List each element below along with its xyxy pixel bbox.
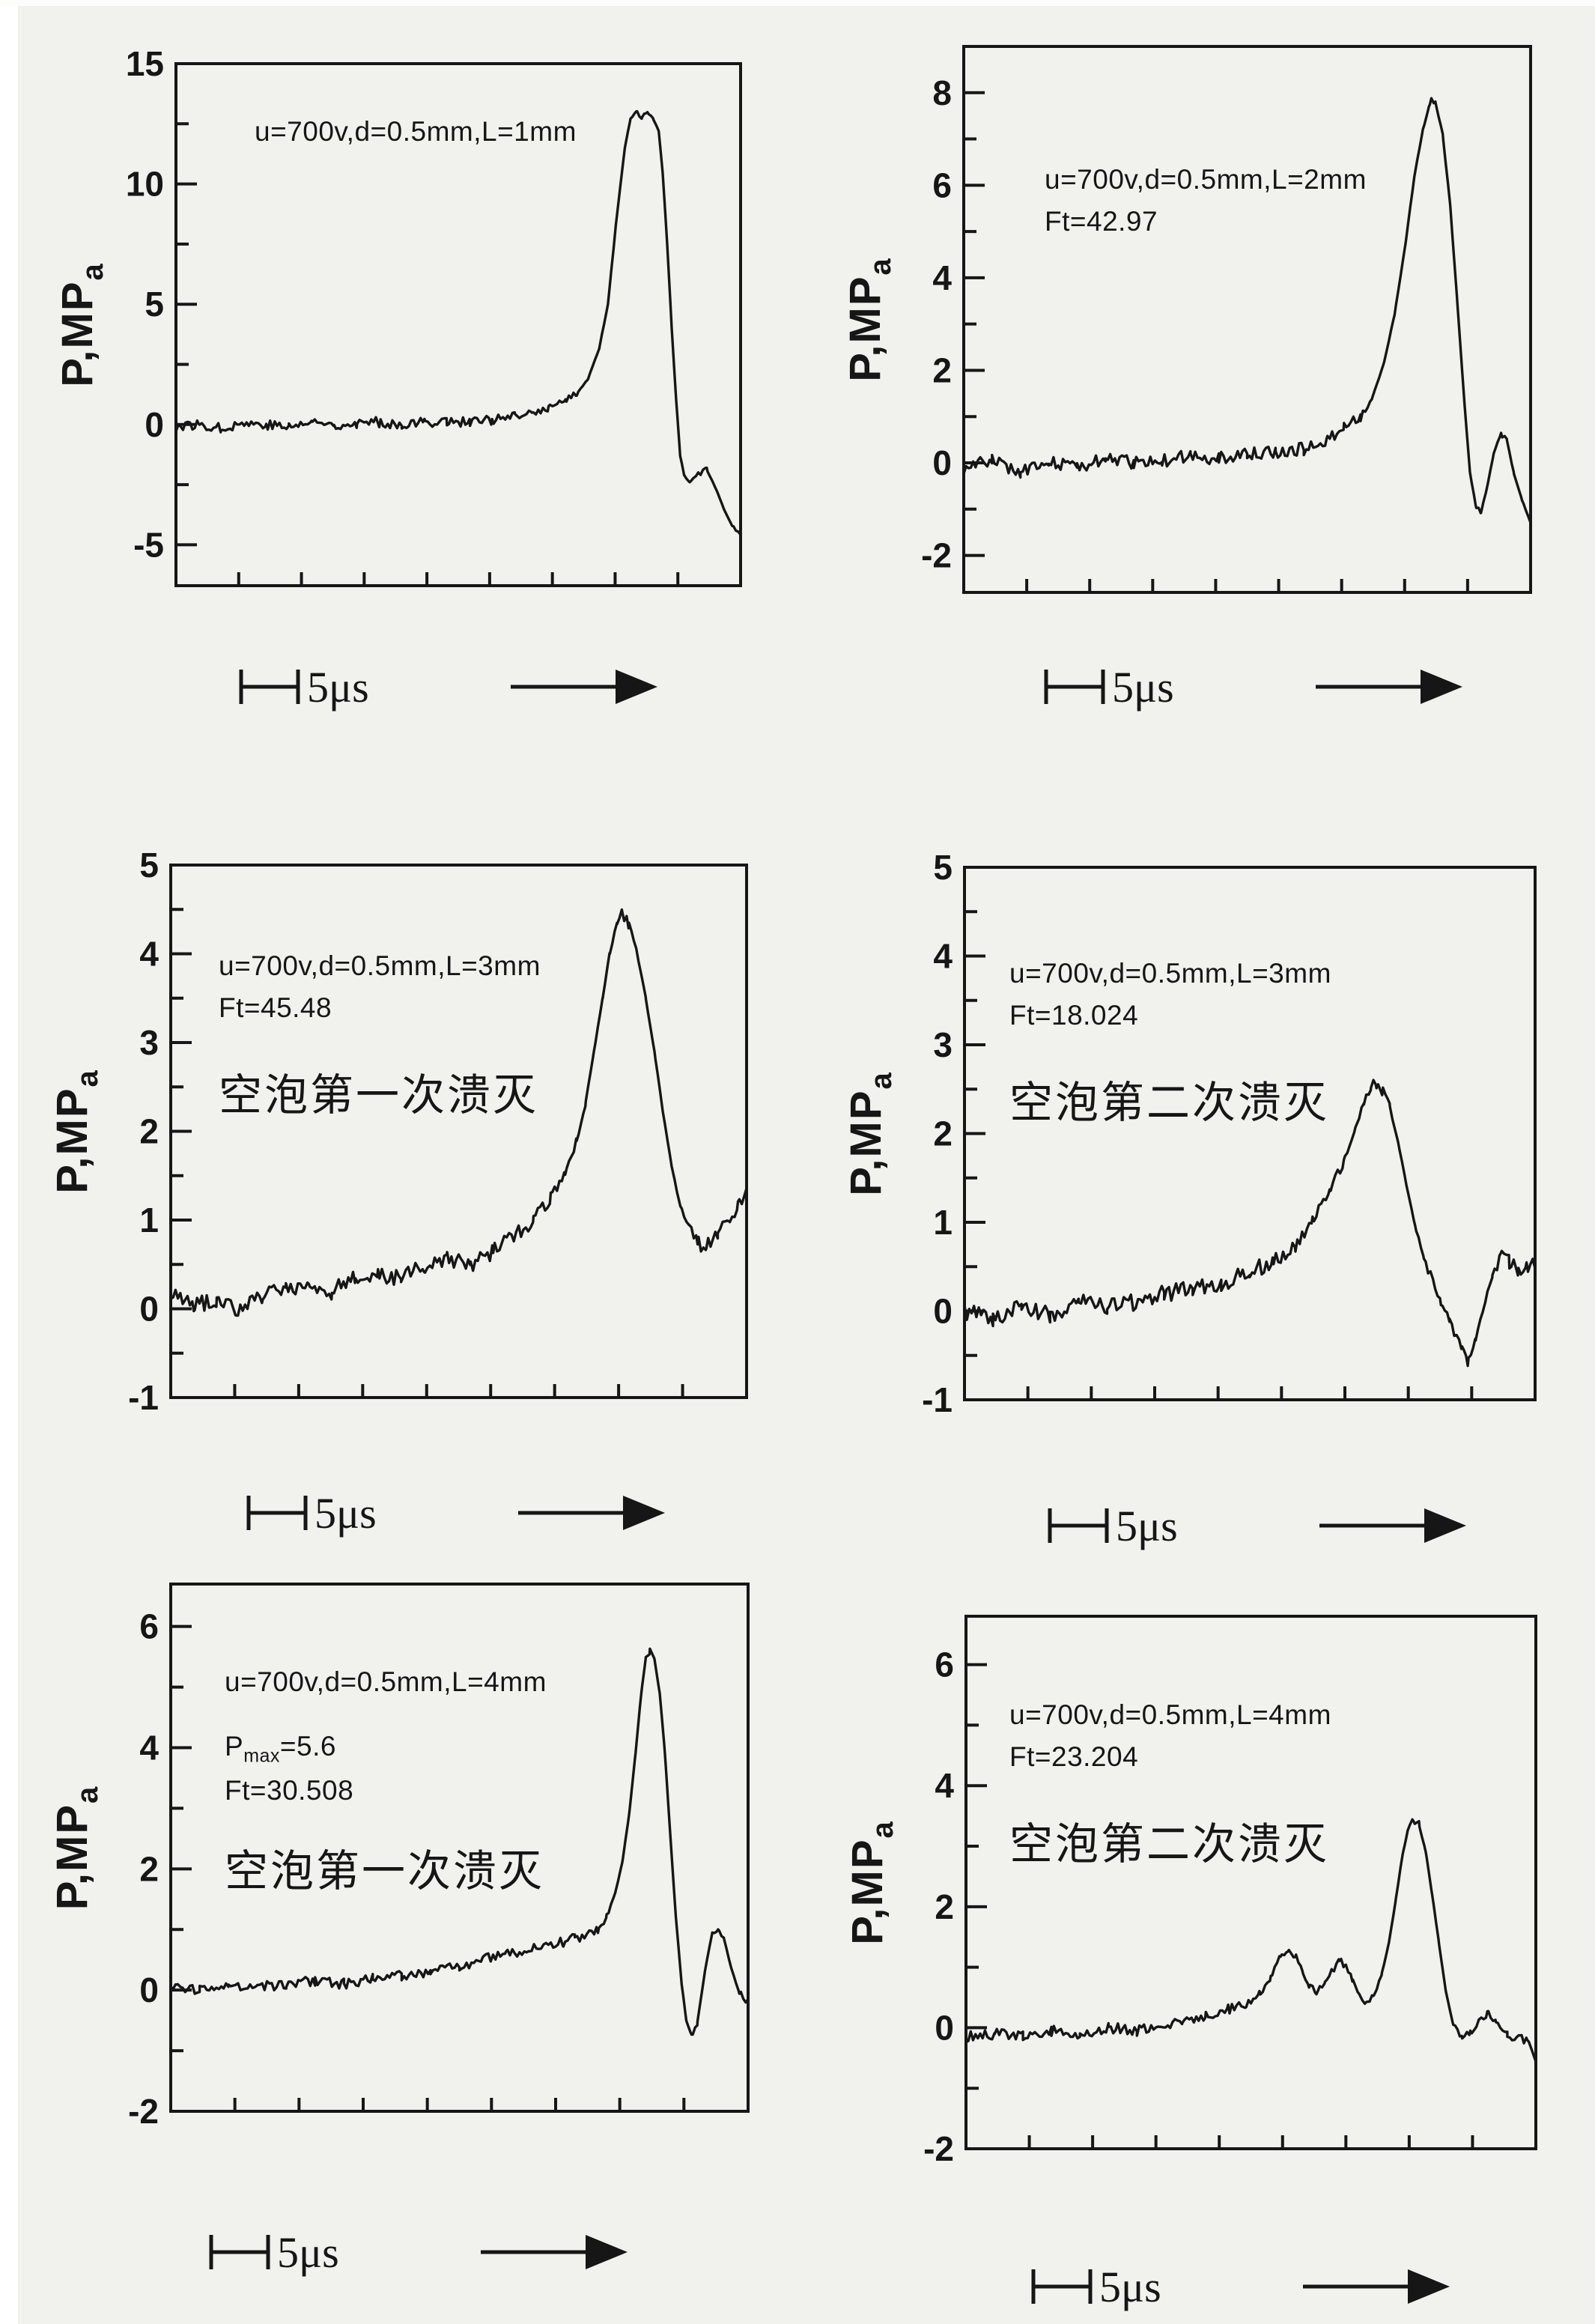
svg-text:-2: -2 [923,2129,954,2168]
svg-text:5: 5 [139,846,159,885]
scale-bar-icon [1048,1508,1109,1543]
svg-text:P,MPa: P,MPa [53,262,109,387]
svg-text:3: 3 [933,1025,953,1064]
annotation-ft: Ft=23.204 [1009,1741,1139,1772]
annotation-params: u=700v,d=0.5mm,L=4mm [1009,1699,1331,1730]
annotation-params: u=700v,d=0.5mm,L=2mm [1045,164,1367,195]
annotation-block-bl: u=700v,d=0.5mm,L=4mm Pmax=5.6 Ft=30.508 … [225,1661,547,1904]
annotation-collapse-label: 空泡第二次溃灭 [1009,1078,1330,1127]
svg-text:6: 6 [932,166,952,204]
time-direction-arrow-icon [1303,2269,1450,2304]
svg-text:1: 1 [933,1203,953,1242]
scale-bar-icon [1044,670,1105,704]
svg-text:-2: -2 [921,536,952,575]
svg-text:0: 0 [145,405,164,444]
plot-pressure-L1mm: 15 10 5 0 -5 P,MPa [53,44,742,587]
annotation-block-mr: u=700v,d=0.5mm,L=3mm Ft=18.024 空泡第二次溃灭 [1009,953,1331,1135]
svg-text:4: 4 [932,258,952,297]
svg-text:8: 8 [932,73,952,112]
pmax-symbol: P [225,1730,244,1762]
svg-text:1: 1 [139,1201,159,1240]
time-scale-group: 5μs [1031,2263,1450,2311]
annotation-ft: Ft=18.024 [1009,999,1139,1031]
svg-text:2: 2 [932,351,952,389]
time-scale-label: 5μs [1099,2263,1161,2311]
svg-text:4: 4 [139,935,159,974]
annotation-block-tl: u=700v,d=0.5mm,L=1mm [255,111,577,153]
time-direction-arrow-icon [1316,670,1462,704]
time-scale-group: 5μs [239,663,657,712]
annotation-ft: Ft=42.97 [1045,205,1158,237]
svg-text:4: 4 [139,1728,159,1767]
annotation-collapse-label: 空泡第二次溃灭 [1009,1820,1330,1869]
svg-text:0: 0 [933,1292,953,1331]
svg-text:15: 15 [126,44,164,83]
svg-text:-2: -2 [128,2092,159,2131]
svg-text:2: 2 [139,1849,159,1888]
svg-text:-1: -1 [128,1378,159,1417]
time-scale-label: 5μs [1112,663,1174,712]
svg-text:2: 2 [935,1887,954,1926]
time-direction-arrow-icon [518,1496,665,1530]
time-direction-arrow-icon [511,670,657,704]
annotation-block-ml: u=700v,d=0.5mm,L=3mm Ft=45.48 空泡第一次溃灭 [219,945,541,1128]
svg-text:6: 6 [139,1607,159,1646]
svg-text:-1: -1 [922,1380,953,1419]
svg-text:2: 2 [933,1114,953,1153]
svg-text:0: 0 [139,1290,159,1329]
scale-bar-icon [239,670,300,704]
annotation-ft: Ft=45.48 [219,992,332,1023]
plot-pressure-L4mm-second-collapse: 6 4 2 0 -2 P,MPa [843,1615,1537,2168]
annotation-block-tr: u=700v,d=0.5mm,L=2mm Ft=42.97 [1045,159,1367,242]
svg-text:4: 4 [933,937,953,976]
plot-pressure-L4mm-first-collapse: 6 4 2 0 -2 P,MPa [48,1583,750,2131]
pmax-subscript: max [243,1744,280,1766]
svg-text:10: 10 [126,165,164,204]
svg-text:-5: -5 [133,525,164,564]
svg-text:P,MPa: P,MPa [48,1069,104,1194]
svg-text:P,MPa: P,MPa [843,1820,899,1945]
annotation-params: u=700v,d=0.5mm,L=3mm [219,950,541,981]
plot-pressure-L3mm-second-collapse: 5 4 3 2 1 0 -1 P,MPa [842,848,1537,1419]
annotation-params: u=700v,d=0.5mm,L=3mm [1009,958,1331,989]
time-direction-arrow-icon [481,2235,628,2269]
annotation-collapse-label: 空泡第一次溃灭 [219,1071,539,1120]
scale-bar-icon [1031,2269,1093,2304]
time-scale-group: 5μs [1044,663,1462,712]
annotation-collapse-label: 空泡第一次溃灭 [225,1846,545,1896]
time-scale-label: 5μs [315,1489,377,1538]
svg-text:P,MPa: P,MPa [841,257,897,382]
time-scale-label: 5μs [1116,1502,1178,1550]
svg-text:6: 6 [935,1645,954,1684]
svg-text:0: 0 [935,2008,954,2047]
time-direction-arrow-icon [1319,1508,1466,1543]
svg-text:2: 2 [139,1112,159,1151]
pmax-value: =5.6 [279,1730,336,1762]
time-scale-label: 5μs [307,663,369,712]
plot-pressure-L3mm-first-collapse: 5 4 3 2 1 0 -1 P,MPa [48,846,748,1417]
svg-text:4: 4 [935,1766,954,1805]
annotation-ft: Ft=30.508 [225,1775,354,1806]
svg-text:3: 3 [139,1023,159,1062]
scan-edge-strip-top [0,0,1595,6]
annotation-block-br: u=700v,d=0.5mm,L=4mm Ft=23.204 空泡第二次溃灭 [1009,1694,1331,1877]
svg-text:0: 0 [932,443,952,482]
scan-edge-strip [0,0,18,2324]
annotation-params: u=700v,d=0.5mm,L=1mm [255,116,577,147]
plot-pressure-L2mm: 8 6 4 2 0 -2 P,MPa [841,45,1532,594]
scale-bar-icon [209,2235,270,2269]
time-scale-group: 5μs [209,2228,628,2277]
scale-bar-icon [246,1496,308,1530]
time-scale-group: 5μs [246,1489,665,1538]
time-scale-group: 5μs [1048,1502,1466,1550]
svg-text:5: 5 [933,848,953,887]
annotation-pmax: Pmax=5.6 [225,1726,547,1771]
svg-text:P,MPa: P,MPa [48,1786,104,1911]
time-scale-label: 5μs [277,2228,339,2277]
svg-text:P,MPa: P,MPa [842,1071,898,1196]
annotation-params: u=700v,d=0.5mm,L=4mm [225,1666,547,1697]
svg-text:0: 0 [139,1970,159,2009]
svg-text:5: 5 [145,285,164,324]
